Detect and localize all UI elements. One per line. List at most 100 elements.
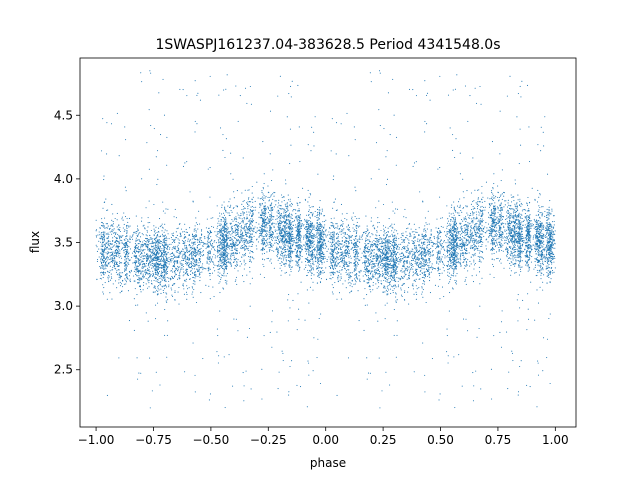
data-point: [233, 217, 235, 219]
data-point: [271, 202, 273, 204]
data-point: [319, 209, 321, 211]
data-point: [382, 203, 385, 206]
data-point: [501, 224, 503, 226]
data-point: [222, 241, 225, 244]
data-point: [195, 264, 197, 266]
data-point: [528, 228, 530, 230]
data-point: [225, 246, 227, 248]
data-point: [185, 236, 187, 238]
data-point: [189, 227, 191, 229]
data-point: [496, 257, 498, 260]
data-point: [371, 265, 373, 267]
data-point: [154, 268, 156, 270]
data-point: [487, 197, 489, 199]
data-point: [102, 267, 104, 269]
data-point: [149, 247, 151, 250]
data-point: [509, 254, 511, 256]
data-point: [295, 237, 297, 239]
data-point: [411, 255, 413, 257]
data-point: [222, 230, 224, 232]
data-point: [297, 293, 299, 295]
data-point: [228, 212, 230, 214]
data-point: [502, 231, 504, 233]
data-point: [541, 215, 543, 217]
data-point: [191, 238, 193, 240]
data-point: [262, 236, 264, 238]
data-point: [155, 239, 157, 241]
data-point: [239, 260, 241, 263]
data-point: [377, 238, 379, 241]
data-point: [152, 251, 154, 253]
data-point: [460, 222, 462, 224]
data-point: [112, 283, 114, 285]
data-point: [176, 246, 178, 248]
data-point: [249, 250, 251, 252]
data-point: [230, 173, 232, 175]
data-point: [383, 235, 385, 237]
data-point: [290, 85, 292, 88]
data-point: [455, 241, 457, 243]
data-point: [387, 285, 389, 287]
data-point: [441, 243, 443, 245]
data-point: [207, 236, 210, 238]
data-point: [541, 206, 543, 208]
data-point: [527, 196, 529, 199]
data-point: [250, 237, 252, 239]
data-point: [165, 300, 167, 302]
data-point: [209, 196, 211, 198]
data-point: [147, 256, 149, 258]
data-point: [475, 211, 477, 213]
data-point: [288, 223, 290, 225]
data-point: [374, 274, 376, 276]
data-point: [192, 264, 194, 266]
data-point: [453, 219, 455, 221]
data-point: [316, 219, 318, 221]
data-point: [546, 208, 548, 211]
data-point: [313, 248, 316, 250]
data-point: [225, 229, 227, 231]
data-point: [357, 256, 359, 258]
data-point: [333, 201, 335, 203]
data-point: [128, 217, 131, 219]
data-point: [383, 257, 385, 259]
data-point: [182, 165, 185, 168]
data-point: [141, 253, 143, 255]
data-point: [453, 228, 455, 230]
data-point: [467, 225, 469, 227]
data-point: [414, 273, 416, 275]
data-point: [140, 247, 142, 249]
data-point: [188, 241, 190, 243]
data-point: [276, 211, 278, 213]
data-point: [198, 210, 200, 212]
data-point: [235, 279, 237, 281]
data-point: [321, 259, 323, 261]
data-point: [160, 258, 162, 260]
data-point: [280, 214, 282, 217]
data-point: [479, 212, 481, 214]
data-point: [227, 245, 229, 247]
data-point: [415, 259, 417, 261]
data-point: [282, 208, 284, 210]
data-point: [370, 81, 372, 83]
data-point: [179, 234, 182, 236]
data-point: [414, 240, 416, 242]
data-point: [418, 234, 420, 237]
data-point: [226, 265, 228, 268]
data-point: [137, 278, 139, 280]
data-point: [179, 232, 181, 234]
data-point: [416, 288, 418, 290]
data-point: [145, 312, 147, 314]
data-point: [493, 230, 495, 232]
data-point: [476, 229, 478, 231]
data-point: [393, 250, 395, 252]
data-point: [313, 237, 315, 240]
data-point: [537, 302, 540, 304]
data-point: [516, 299, 518, 301]
data-point: [542, 289, 544, 291]
data-point: [504, 204, 506, 206]
data-point: [438, 241, 440, 243]
data-point: [359, 281, 361, 283]
data-point: [349, 239, 351, 241]
data-point: [376, 237, 378, 240]
data-point: [431, 241, 434, 243]
